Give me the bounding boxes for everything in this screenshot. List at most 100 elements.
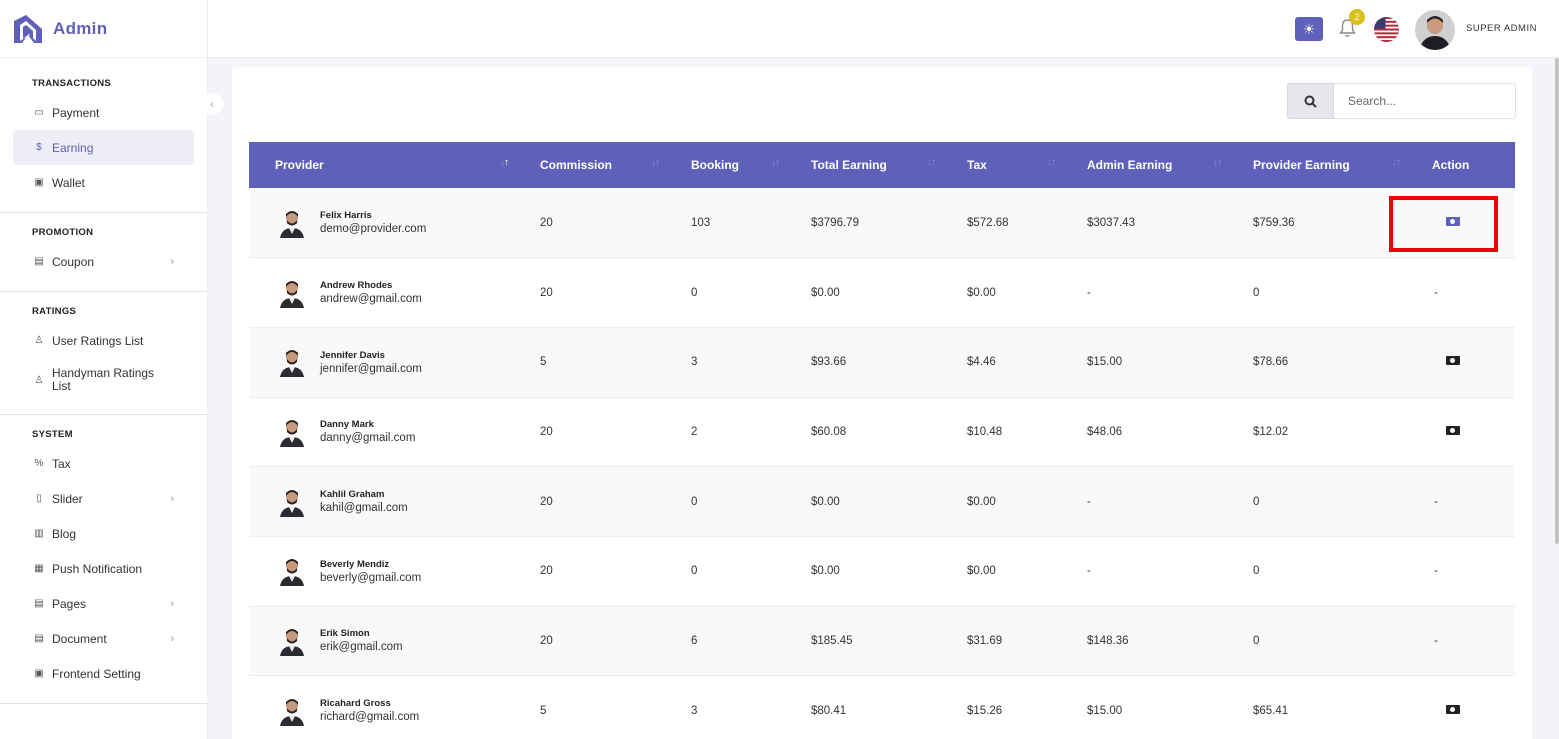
sidebar-item-coupon[interactable]: ▤ Coupon › (13, 244, 194, 279)
sidebar-item-tax[interactable]: % Tax (13, 446, 194, 481)
provider-info[interactable]: Jennifer Davis jennifer@gmail.com (275, 347, 514, 378)
provider-email: kahil@gmail.com (320, 502, 408, 515)
user-avatar[interactable] (1415, 10, 1455, 50)
sidebar-section-promotion: PROMOTION ▤ Coupon › (0, 213, 207, 292)
cell-booking: 3 (691, 704, 698, 717)
sort-arrows-icon[interactable]: ↓↑ (927, 157, 936, 168)
provider-cell[interactable]: Felix Harris demo@provider.com (249, 188, 514, 258)
column-header-admin-earning[interactable]: Admin Earning ↓↑ (1061, 142, 1227, 188)
action-cell (1406, 397, 1515, 467)
sidebar-section-title: SYSTEM (32, 429, 73, 440)
cell-admin: $48.06 (1087, 425, 1123, 438)
sidebar-item-handyman-ratings-list[interactable]: ♙ Handyman Ratings List (13, 358, 194, 402)
sidebar-item-frontend-setting[interactable]: ▣ Frontend Setting (13, 656, 194, 691)
provider-text: Felix Harris demo@provider.com (320, 210, 426, 235)
table-body: Felix Harris demo@provider.com 20 103 $3796.… (249, 188, 1515, 739)
sort-arrows-icon[interactable]: ↓↑ (500, 157, 509, 168)
provider-name[interactable]: Danny Mark (320, 419, 374, 431)
provider-name[interactable]: Felix Harris (320, 210, 372, 222)
pay-cash-icon[interactable] (1446, 356, 1460, 366)
sort-arrows-icon[interactable]: ↓↑ (1047, 157, 1056, 168)
provider-info[interactable]: Erik Simon erik@gmail.com (275, 626, 514, 656)
provider-cell[interactable]: Erik Simon erik@gmail.com (249, 606, 514, 676)
sidebar-item-pages[interactable]: ▤ Pages › (13, 586, 194, 621)
sidebar-item-label: Tax (52, 456, 71, 471)
cell-admin: $3037.43 (1087, 216, 1135, 229)
table-row: Kahlil Graham kahil@gmail.com 20 0 $0.00 $0.0… (249, 466, 1515, 537)
theme-toggle-button[interactable]: ☀ (1295, 17, 1323, 41)
provider-cell[interactable]: Beverly Mendiz beverly@gmail.com (249, 536, 514, 606)
column-header-commission[interactable]: Commission ↓↑ (514, 142, 665, 188)
provider-cell[interactable]: Jennifer Davis jennifer@gmail.com (249, 327, 514, 397)
wallet-icon: ▣ (34, 177, 44, 188)
cell-admin: - (1087, 495, 1091, 508)
sort-arrows-icon[interactable]: ↓↑ (1213, 157, 1222, 168)
sidebar-item-label: Wallet (52, 175, 85, 190)
cell-tax: $31.69 (967, 634, 1003, 647)
us-flag-icon[interactable] (1374, 17, 1399, 42)
table-row: Ricahard Gross richard@gmail.com 5 3 $80.41 $… (249, 676, 1515, 739)
column-header-provider-earning[interactable]: Provider Earning ↓↑ (1227, 142, 1406, 188)
action-cell (1406, 188, 1515, 258)
provider-name[interactable]: Andrew Rhodes (320, 280, 393, 292)
provider-info[interactable]: Danny Mark danny@gmail.com (275, 417, 514, 447)
search-button[interactable] (1287, 83, 1334, 119)
column-header-tax[interactable]: Tax ↓↑ (941, 142, 1061, 188)
provider-email: danny@gmail.com (320, 432, 416, 445)
cell-tax: $0.00 (967, 565, 996, 578)
sort-arrows-icon[interactable]: ↓↑ (651, 157, 660, 168)
provider-email: richard@gmail.com (320, 711, 420, 724)
sidebar-item-document[interactable]: ▤ Document › (13, 621, 194, 656)
dollar-icon: $ (36, 142, 42, 153)
cell-commission: 20 (540, 216, 553, 229)
cell-booking: 0 (691, 495, 698, 508)
provider-info[interactable]: Andrew Rhodes andrew@gmail.com (275, 278, 514, 308)
sidebar-item-user-ratings-list[interactable]: ♙ User Ratings List (13, 323, 194, 358)
cell-provider: 0 (1253, 634, 1260, 647)
column-header-label: Admin Earning (1087, 158, 1173, 172)
provider-name[interactable]: Beverly Mendiz (320, 558, 390, 570)
action-cell (1406, 676, 1515, 739)
provider-cell[interactable]: Kahlil Graham kahil@gmail.com (249, 467, 514, 537)
sidebar-section-title: TRANSACTIONS (32, 78, 112, 89)
sidebar-item-earning[interactable]: $ Earning (13, 130, 194, 165)
provider-cell[interactable]: Ricahard Gross richard@gmail.com (249, 676, 514, 739)
provider-info[interactable]: Beverly Mendiz beverly@gmail.com (275, 556, 514, 587)
user-name[interactable]: SUPER ADMIN (1466, 23, 1537, 34)
sort-arrows-icon[interactable]: ↓↑ (771, 157, 780, 168)
chevron-right-icon: › (170, 492, 174, 505)
sidebar-collapse-button[interactable]: ‹ (201, 93, 223, 115)
cell-commission: 20 (540, 565, 553, 578)
cell-total: $80.41 (811, 704, 847, 717)
brand[interactable]: Admin (0, 0, 207, 58)
pay-cash-icon[interactable] (1446, 425, 1460, 435)
cell-tax: $15.26 (967, 704, 1003, 717)
provider-name[interactable]: Ricahard Gross (320, 698, 391, 710)
pay-cash-icon[interactable] (1446, 704, 1460, 714)
provider-name[interactable]: Erik Simon (320, 628, 370, 640)
sidebar-item-slider[interactable]: ▯ Slider › (13, 481, 194, 516)
pay-cash-icon[interactable] (1446, 216, 1460, 226)
sidebar: Admin TRANSACTIONS ▭ Payment $ Earning ▣ Walle… (0, 0, 208, 739)
page-scrollbar[interactable] (1555, 58, 1559, 544)
cell-commission: 20 (540, 425, 553, 438)
provider-name[interactable]: Jennifer Davis (320, 349, 385, 361)
column-header-total-earning[interactable]: Total Earning ↓↑ (785, 142, 941, 188)
column-header-provider[interactable]: Provider ↓↑ (249, 142, 514, 188)
cell-provider: $65.41 (1253, 704, 1289, 717)
column-header-booking[interactable]: Booking ↓↑ (665, 142, 785, 188)
sidebar-item-push-notification[interactable]: ▦ Push Notification (13, 551, 194, 586)
sort-arrows-icon[interactable]: ↓↑ (1392, 157, 1401, 168)
provider-cell[interactable]: Andrew Rhodes andrew@gmail.com (249, 258, 514, 328)
sidebar-item-payment[interactable]: ▭ Payment (13, 95, 194, 130)
sidebar-item-wallet[interactable]: ▣ Wallet (13, 165, 194, 200)
provider-info[interactable]: Kahlil Graham kahil@gmail.com (275, 487, 514, 517)
sidebar-item-blog[interactable]: ▥ Blog (13, 516, 194, 551)
provider-info[interactable]: Felix Harris demo@provider.com (275, 208, 514, 238)
slider-icon: ▯ (36, 493, 42, 504)
search-input[interactable] (1334, 83, 1516, 119)
provider-cell[interactable]: Danny Mark danny@gmail.com (249, 397, 514, 467)
sidebar-item-label: User Ratings List (52, 333, 144, 348)
provider-info[interactable]: Ricahard Gross richard@gmail.com (275, 696, 514, 726)
provider-name[interactable]: Kahlil Graham (320, 489, 385, 501)
